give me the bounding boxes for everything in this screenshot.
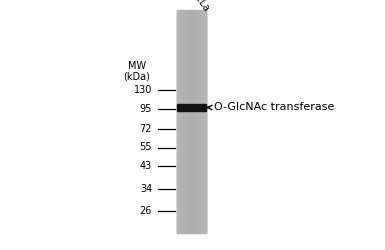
Text: 43: 43 (140, 161, 152, 171)
Text: 26: 26 (140, 206, 152, 216)
Bar (177, 104, 206, 111)
Text: (kDa): (kDa) (123, 71, 150, 81)
Text: 72: 72 (140, 124, 152, 134)
Text: MW: MW (127, 61, 146, 71)
Text: O-GlcNAc transferase: O-GlcNAc transferase (214, 102, 334, 113)
Text: 95: 95 (140, 104, 152, 114)
Text: HeLa: HeLa (188, 0, 210, 14)
Text: 130: 130 (134, 85, 152, 95)
Text: 55: 55 (140, 142, 152, 152)
Text: 34: 34 (140, 184, 152, 194)
